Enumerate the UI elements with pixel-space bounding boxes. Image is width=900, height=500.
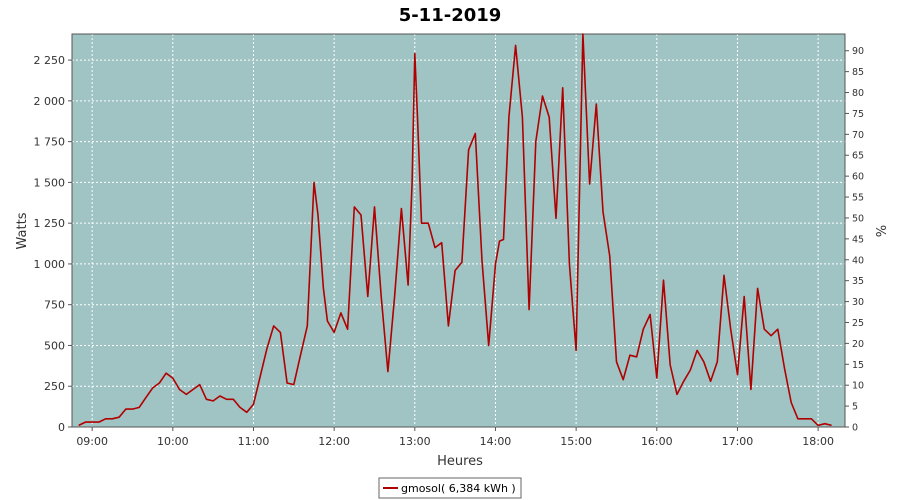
y-tick-label: 750	[44, 299, 65, 312]
x-tick-label: 18:00	[802, 435, 834, 448]
y-axis-right-title: %	[872, 225, 887, 237]
y-tick-label: 1 250	[34, 217, 66, 230]
chart-title: 5-11-2019	[399, 5, 502, 26]
x-tick-label: 10:00	[157, 435, 189, 448]
y-right-tick-label: 25	[852, 318, 864, 329]
y-right-tick-label: 30	[852, 297, 864, 308]
y-tick-label: 2 000	[34, 95, 66, 108]
x-tick-label: 17:00	[722, 435, 754, 448]
plot-area	[72, 34, 845, 427]
y-tick-label: 1 000	[34, 258, 66, 271]
y-tick-label: 500	[44, 339, 65, 352]
y-right-tick-label: 0	[852, 423, 858, 434]
y-tick-label: 1 750	[34, 136, 66, 149]
y-right-tick-label: 45	[852, 234, 864, 245]
y-axis-ticks: 0 250 500 750 1 000 1 250 1 500 1 750 2 000 2 250	[34, 54, 72, 434]
series-line	[78, 33, 832, 427]
y-tick-label: 250	[44, 380, 65, 393]
x-tick-label: 14:00	[480, 435, 512, 448]
x-tick-label: 11:00	[238, 435, 270, 448]
x-tick-label: 12:00	[318, 435, 350, 448]
y-right-tick-label: 5	[852, 402, 858, 413]
y-right-tick-label: 35	[852, 276, 864, 287]
y-right-tick-label: 70	[852, 130, 864, 141]
y-right-tick-label: 60	[852, 172, 864, 183]
x-axis-ticks: 09:00 10:00 11:00 12:00 13:00 14:00 15:00 16:00…	[76, 427, 834, 448]
y-right-tick-label: 50	[852, 213, 864, 224]
x-tick-label: 13:00	[399, 435, 431, 448]
y-tick-label: 1 500	[34, 176, 66, 189]
legend: gmosol( 6,384 kWh )	[378, 477, 522, 499]
y-right-tick-label: 85	[852, 67, 864, 78]
x-tick-label: 09:00	[76, 435, 108, 448]
grid-lines	[72, 34, 845, 427]
x-tick-label: 15:00	[560, 435, 592, 448]
y-tick-label: 0	[58, 421, 65, 434]
y-right-tick-label: 75	[852, 109, 864, 120]
x-axis-title: Heures	[437, 454, 483, 469]
y-right-tick-label: 10	[852, 381, 864, 392]
y-right-tick-label: 15	[852, 360, 864, 371]
y-right-tick-label: 65	[852, 151, 864, 162]
y-right-tick-label: 20	[852, 339, 864, 350]
y-right-tick-label: 55	[852, 193, 864, 204]
y-right-tick-label: 90	[852, 46, 864, 57]
x-tick-label: 16:00	[641, 435, 673, 448]
plot-border	[71, 33, 846, 428]
y-axis-right-ticks: 0 5 10 15 20 25 30 35 40 45 50 55 60 65 70 75 80 85 90	[845, 46, 864, 434]
y-right-tick-label: 40	[852, 255, 864, 266]
y-right-tick-label: 80	[852, 88, 864, 99]
legend-box	[378, 477, 522, 499]
y-axis-title: Watts	[15, 212, 30, 249]
legend-label: gmosol( 6,384 kWh )	[401, 482, 516, 495]
y-tick-label: 2 250	[34, 54, 66, 67]
